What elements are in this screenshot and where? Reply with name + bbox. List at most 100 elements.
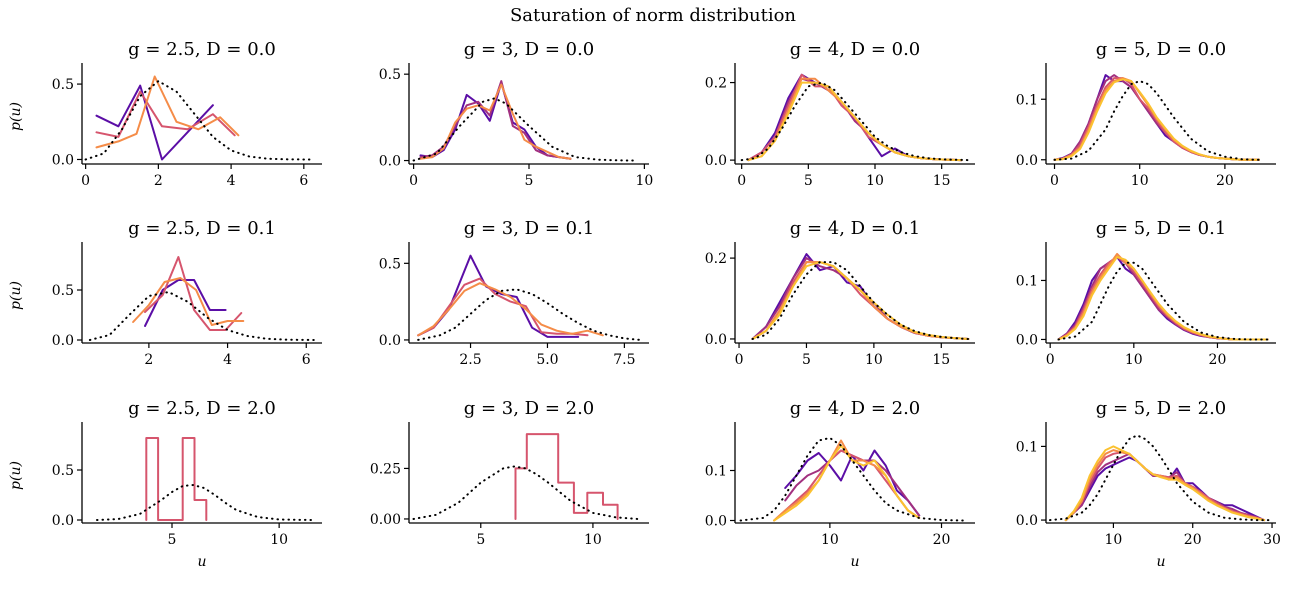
x-tick-label: 5 xyxy=(804,173,813,189)
x-axis-label: u xyxy=(1156,554,1165,570)
reference-curve xyxy=(1057,261,1269,341)
y-axis-label: p(u) xyxy=(8,461,24,490)
x-tick-label: 10 xyxy=(866,173,884,189)
series-group xyxy=(1049,434,1273,522)
reference-curve xyxy=(1053,80,1260,161)
x-tick-label: 0 xyxy=(1050,173,1059,189)
x-tick-label: 5 xyxy=(525,173,534,189)
y-tick-label: 0.2 xyxy=(705,251,727,267)
x-axis-label: u xyxy=(850,554,859,570)
subplot-3-1: g = 2.5, D = 2.0 5 10 0.0 0.5 p(u) u xyxy=(8,398,322,570)
series-line xyxy=(132,277,245,326)
series-line xyxy=(144,256,243,331)
y-tick-label: 0.1 xyxy=(1016,273,1038,289)
x-tick-label: 2 xyxy=(144,352,153,368)
reference-curve xyxy=(412,465,639,520)
y-tick-label: 0.0 xyxy=(705,332,727,348)
y-tick-label: 0.00 xyxy=(370,512,401,528)
y-tick-label: 0.0 xyxy=(379,154,401,170)
x-tick-label: 10 xyxy=(270,532,288,548)
series-group xyxy=(739,437,965,522)
subplot-1-2: g = 3, D = 0.0 0 5 10 0.0 0.5 xyxy=(379,39,654,189)
x-tick-label: 10 xyxy=(865,352,883,368)
series-line xyxy=(773,444,921,522)
x-tick-label: 20 xyxy=(1209,352,1227,368)
series-line xyxy=(1053,78,1260,161)
y-tick-label: 0.0 xyxy=(52,333,74,349)
series-line xyxy=(1057,255,1269,341)
x-tick-label: 15 xyxy=(932,352,950,368)
x-tick-label: 15 xyxy=(933,173,951,189)
y-tick-label: 0.2 xyxy=(705,76,727,92)
y-tick-label: 0.0 xyxy=(1016,513,1038,529)
y-tick-label: 0.5 xyxy=(379,256,401,272)
y-axis-label: p(u) xyxy=(8,281,24,310)
x-tick-label: 6 xyxy=(299,173,308,189)
reference-curve xyxy=(417,288,641,341)
subplot-2-1: g = 2.5, D = 0.1 2 4 6 0.0 0.5 p(u) xyxy=(8,218,322,368)
series-line xyxy=(95,84,214,161)
series-group xyxy=(1057,252,1269,341)
y-tick-label: 0.0 xyxy=(52,513,74,529)
series-line xyxy=(747,81,963,162)
reference-curve xyxy=(96,484,313,521)
x-tick-label: 0 xyxy=(737,173,746,189)
series-group xyxy=(740,73,970,162)
y-axis-label: p(u) xyxy=(8,102,24,131)
figure-suptitle: Saturation of norm distribution xyxy=(510,5,796,26)
x-tick-label: 2 xyxy=(154,173,163,189)
y-tick-label: 0.1 xyxy=(1016,92,1038,108)
subplot-title: g = 2.5, D = 2.0 xyxy=(128,398,276,419)
reference-curve xyxy=(739,437,965,522)
y-tick-label: 0.1 xyxy=(705,464,727,480)
reference-curve xyxy=(412,97,634,162)
series-line xyxy=(95,75,240,149)
x-tick-label: 2.5 xyxy=(459,352,481,368)
y-tick-label: 0.25 xyxy=(370,461,401,477)
x-tick-label: 20 xyxy=(1184,532,1202,548)
series-group xyxy=(84,75,313,161)
x-axis-label: u xyxy=(197,554,206,570)
x-tick-label: 20 xyxy=(1216,173,1234,189)
y-tick-label: 0.0 xyxy=(705,153,727,169)
subplot-title: g = 2.5, D = 0.1 xyxy=(128,218,276,239)
subplot-3-4: g = 5, D = 2.0 10 20 30 0.0 0.1 u xyxy=(1016,398,1281,570)
x-tick-label: 10 xyxy=(1104,532,1122,548)
subplot-2-2: g = 3, D = 0.1 2.5 5.0 7.5 0.0 0.5 xyxy=(379,218,649,368)
y-tick-label: 0.0 xyxy=(1016,153,1038,169)
reference-curve xyxy=(84,80,313,161)
subplot-title: g = 4, D = 2.0 xyxy=(790,398,921,419)
subplot-3-2: g = 3, D = 2.0 5 10 0.00 0.25 xyxy=(370,398,649,548)
y-tick-label: 0.5 xyxy=(52,283,74,299)
y-tick-label: 0.5 xyxy=(379,67,401,83)
series-line xyxy=(417,282,604,337)
subplot-title: g = 5, D = 0.1 xyxy=(1096,218,1227,239)
series-line xyxy=(417,277,589,337)
y-tick-label: 0.0 xyxy=(52,152,74,168)
x-tick-label: 6 xyxy=(302,352,311,368)
series-group xyxy=(412,433,639,520)
x-tick-label: 0 xyxy=(735,352,744,368)
histogram-step-series xyxy=(514,433,619,520)
x-tick-label: 10 xyxy=(584,532,602,548)
series-group xyxy=(88,256,316,341)
x-tick-label: 4 xyxy=(223,352,232,368)
histogram-step-series xyxy=(145,437,208,521)
subplot-grid: g = 2.5, D = 0.0 0 2 4 6 0.0 0.5 p(u) g = 3, D =… xyxy=(8,39,1281,570)
x-tick-label: 5 xyxy=(476,532,485,548)
series-line xyxy=(95,90,236,138)
subplot-title: g = 5, D = 0.0 xyxy=(1096,39,1227,60)
x-tick-label: 10 xyxy=(635,173,653,189)
subplot-2-3: g = 4, D = 0.1 0 5 10 15 0.0 0.2 xyxy=(705,218,975,368)
x-tick-label: 10 xyxy=(821,532,839,548)
series-line xyxy=(751,261,970,340)
reference-curve xyxy=(1049,434,1273,522)
y-tick-label: 0.5 xyxy=(52,463,74,479)
x-tick-label: 5.0 xyxy=(536,352,558,368)
x-tick-label: 0 xyxy=(81,173,90,189)
subplot-title: g = 4, D = 0.1 xyxy=(790,218,921,239)
reference-curve xyxy=(88,291,316,341)
series-line xyxy=(419,83,572,160)
series-group xyxy=(1053,74,1260,161)
